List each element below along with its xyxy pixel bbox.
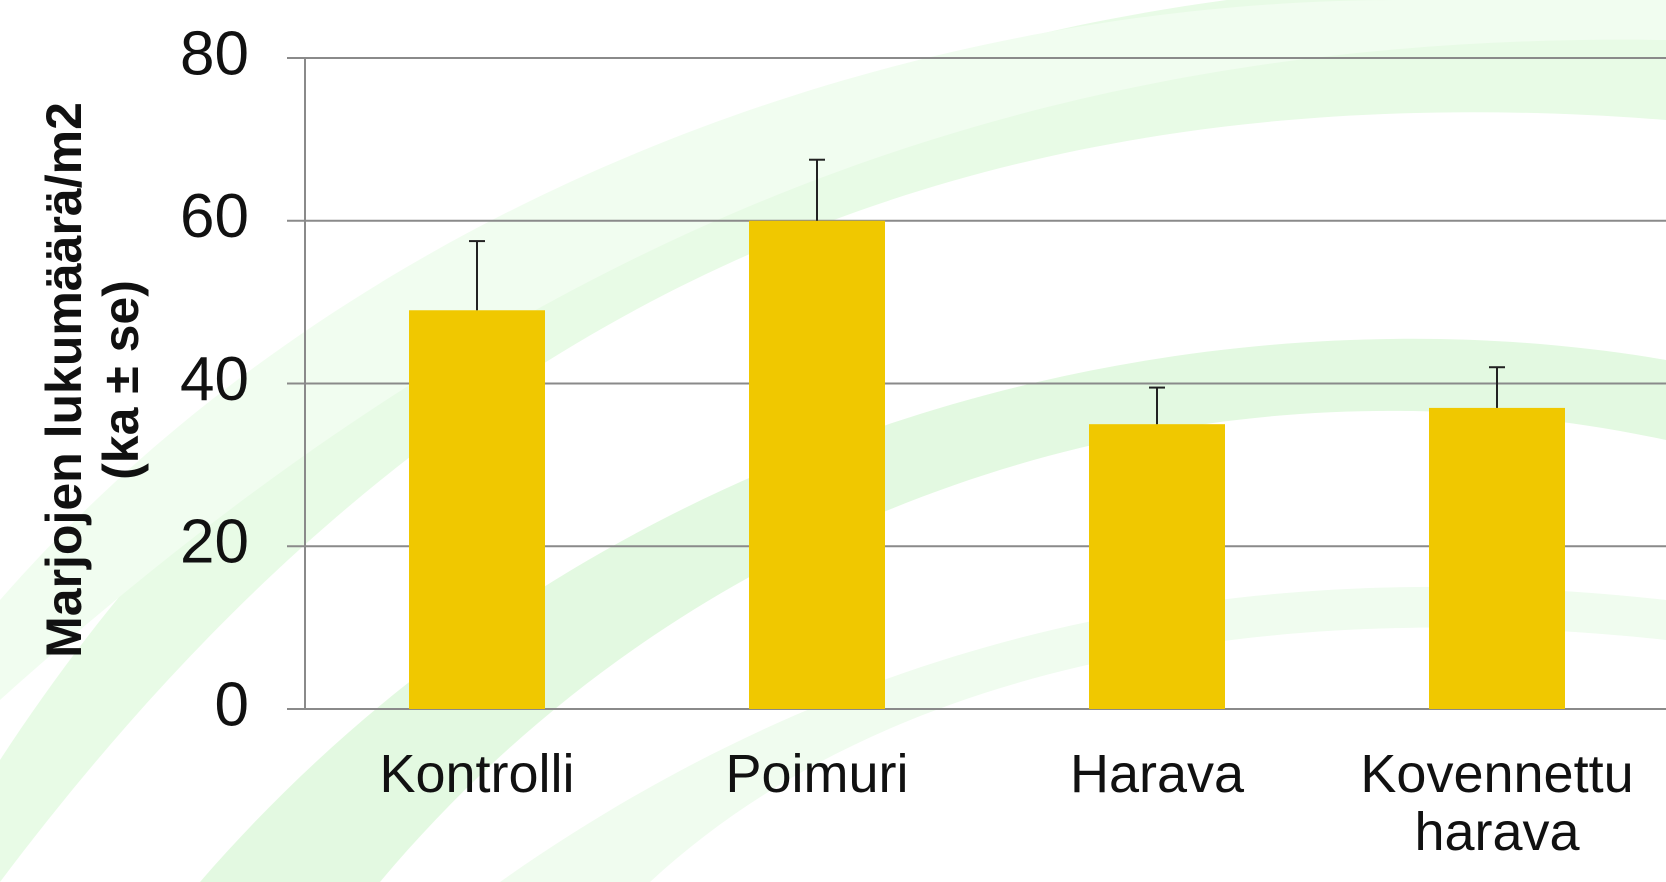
x-tick-label: Kovennettu harava [1360, 744, 1634, 862]
bar [1089, 424, 1225, 709]
y-tick-label: 40 [180, 345, 249, 414]
error-bar [1149, 386, 1165, 425]
y-tick-label: 20 [180, 508, 249, 577]
y-tick-label: 80 [180, 19, 249, 88]
error-bar [809, 158, 825, 221]
x-tick-label: Poimuri [725, 744, 909, 804]
bar [409, 310, 545, 709]
y-tick-label: 60 [180, 182, 249, 251]
bar [1429, 407, 1565, 709]
y-axis-label: (ka ± se) [93, 280, 149, 480]
y-tick-label: 0 [215, 670, 249, 739]
y-axis-label: Marjojen lukumäärä/m2 [36, 102, 92, 658]
error-bar [469, 240, 485, 311]
bar [749, 220, 885, 709]
error-bar [1489, 366, 1505, 408]
x-tick-label: Kontrolli [379, 744, 575, 804]
x-tick-label: Harava [1069, 744, 1245, 804]
